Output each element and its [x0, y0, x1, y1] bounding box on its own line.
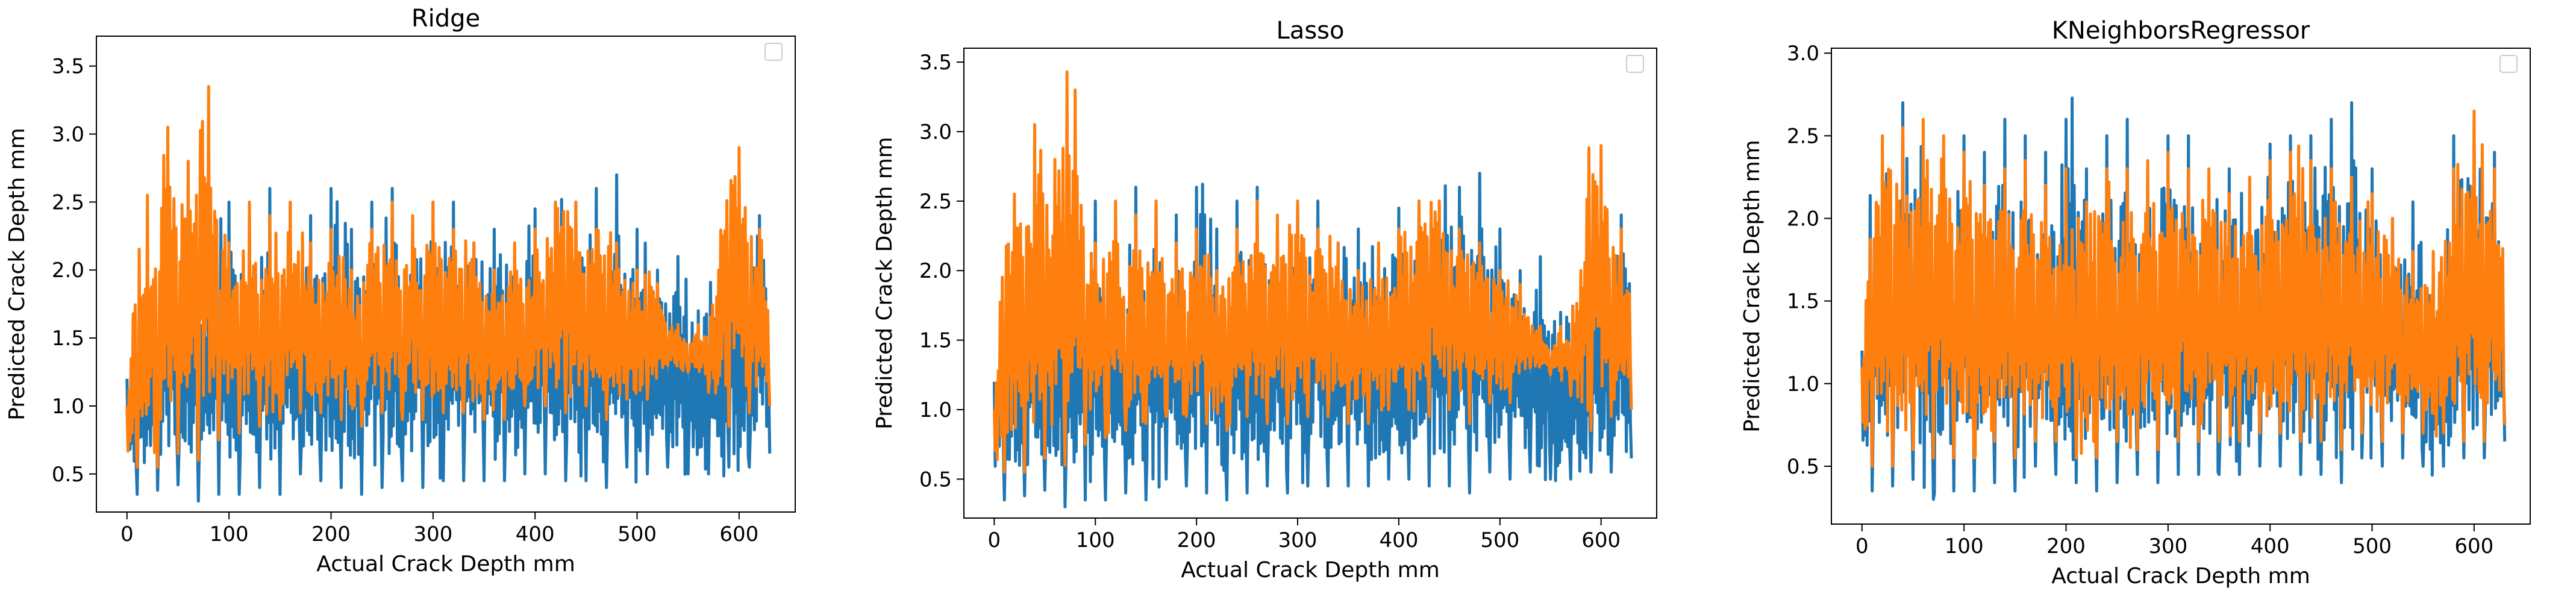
y-tick-label: 1.5 [52, 326, 84, 351]
series-line-1 [1860, 96, 2507, 501]
legend-box [1626, 55, 1644, 73]
y-axis-label: Predicted Crack Depth mm [5, 128, 30, 420]
x-tick-label: 500 [2352, 534, 2392, 558]
y-axis: 0.5 1.0 1.5 2.0 2.5 3.0 [1787, 42, 1831, 479]
x-tick-label: 200 [2046, 534, 2086, 558]
subplot-title: Lasso [1277, 17, 1345, 45]
y-tick-label: 0.5 [1787, 455, 1819, 479]
x-axis-label: Actual Crack Depth mm [316, 552, 575, 576]
series-layer [1860, 96, 2507, 501]
y-tick-label: 2.0 [1787, 207, 1819, 231]
x-axis: 0 100 200 300 400 500 600 [120, 512, 758, 546]
x-tick-label: 600 [2454, 534, 2493, 558]
series-layer [125, 85, 772, 503]
x-tick-label: 100 [210, 522, 249, 546]
y-tick-label: 3.5 [52, 55, 84, 79]
y-tick-label: 1.5 [1787, 290, 1819, 314]
y-tick-label: 1.0 [919, 398, 952, 422]
legend-box [2499, 55, 2518, 73]
series-line-2 [125, 85, 772, 469]
subplot-kneighbors: KNeighborsRegressor 0 100 200 300 400 500 600 … [1740, 17, 2531, 589]
x-tick-label: 0 [988, 528, 1001, 552]
y-tick-label: 3.0 [919, 120, 952, 144]
x-tick-label: 400 [516, 522, 555, 546]
y-tick-label: 3.0 [1787, 42, 1819, 66]
plot-frame [963, 48, 1657, 519]
y-axis: 0.5 1.0 1.5 2.0 2.5 3.0 3.5 [919, 51, 964, 492]
x-tick-label: 100 [1945, 534, 1984, 558]
x-axis: 0 100 200 300 400 500 600 [1855, 524, 2493, 558]
y-tick-label: 1.5 [919, 329, 952, 353]
series-line-2 [992, 70, 1633, 474]
x-tick-label: 300 [2148, 534, 2187, 558]
x-tick-label: 200 [1177, 528, 1216, 552]
y-axis: 0.5 1.0 1.5 2.0 2.5 3.0 3.5 [52, 55, 96, 487]
subplot-lasso: Lasso 0 100 200 300 400 500 600 0.5 1.0 1.5 2.0 2.… [872, 17, 1657, 583]
y-tick-label: 3.0 [52, 123, 84, 147]
x-tick-label: 300 [413, 522, 452, 546]
subplot-title: Ridge [411, 5, 480, 33]
subplot-title: KNeighborsRegressor [2052, 17, 2310, 45]
y-tick-label: 2.5 [52, 190, 84, 214]
x-tick-label: 600 [719, 522, 758, 546]
plot-frame [1831, 48, 2531, 525]
y-tick-label: 2.0 [919, 259, 952, 283]
x-axis-label: Actual Crack Depth mm [2051, 564, 2310, 589]
x-tick-label: 0 [120, 522, 134, 546]
series-line-2 [1860, 109, 2507, 468]
y-axis-label: Predicted Crack Depth mm [1740, 140, 1765, 433]
x-tick-label: 300 [1278, 528, 1318, 552]
plot-frame [96, 36, 796, 513]
y-tick-label: 2.5 [919, 190, 952, 214]
y-tick-label: 0.5 [52, 463, 84, 487]
x-tick-label: 600 [1581, 528, 1621, 552]
y-tick-label: 0.5 [919, 467, 952, 492]
y-tick-label: 1.0 [52, 395, 84, 419]
y-tick-label: 1.0 [1787, 372, 1819, 396]
legend-box [764, 43, 783, 61]
x-tick-label: 100 [1076, 528, 1115, 552]
x-tick-label: 400 [1379, 528, 1418, 552]
series-line-1 [992, 172, 1633, 508]
y-tick-label: 2.5 [1787, 124, 1819, 148]
x-tick-label: 500 [1480, 528, 1519, 552]
y-axis-label: Predicted Crack Depth mm [872, 137, 897, 430]
y-tick-label: 3.5 [919, 51, 952, 75]
x-axis: 0 100 200 300 400 500 600 [988, 518, 1621, 552]
x-axis-label: Actual Crack Depth mm [1181, 558, 1440, 583]
x-tick-label: 0 [1855, 534, 1869, 558]
x-tick-label: 200 [311, 522, 351, 546]
series-layer [992, 70, 1633, 508]
x-tick-label: 500 [617, 522, 657, 546]
x-tick-label: 400 [2251, 534, 2290, 558]
subplot-ridge: Ridge 0 100 200 300 400 500 600 0.5 1.0 1.5 2.0 2.… [5, 5, 796, 576]
series-line-1 [125, 173, 772, 503]
y-tick-label: 2.0 [52, 258, 84, 283]
